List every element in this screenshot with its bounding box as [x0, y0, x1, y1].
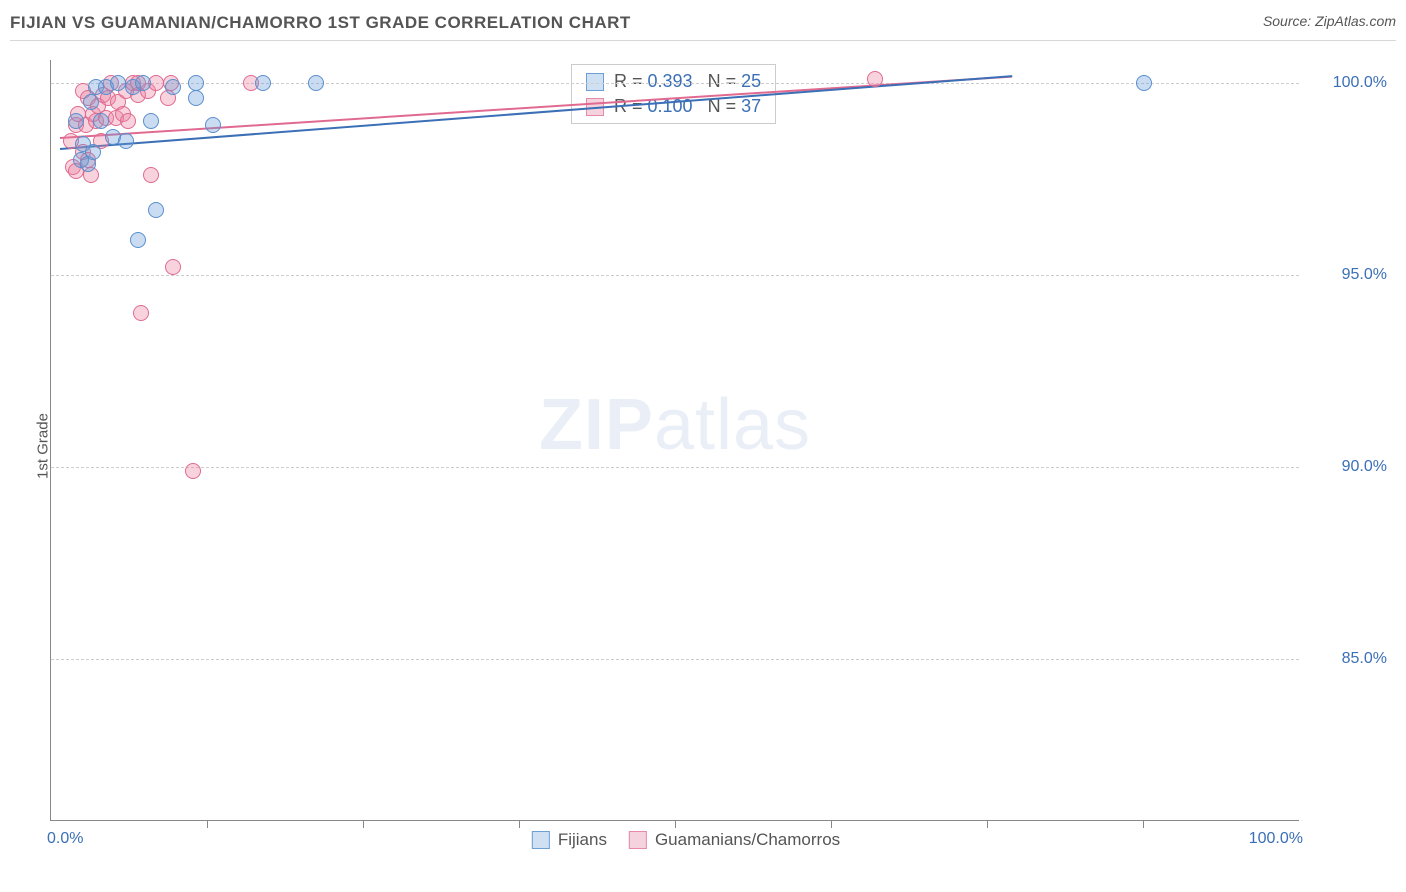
grid-line	[51, 467, 1299, 468]
data-point	[148, 202, 164, 218]
data-point	[110, 75, 126, 91]
series-legend: Fijians Guamanians/Chamorros	[510, 830, 840, 850]
data-point	[143, 113, 159, 129]
chart-header: FIJIAN VS GUAMANIAN/CHAMORRO 1ST GRADE C…	[10, 8, 1396, 41]
y-axis-label: 1st Grade	[34, 413, 51, 479]
y-tick-label: 100.0%	[1307, 74, 1387, 92]
data-point	[143, 167, 159, 183]
data-point	[93, 113, 109, 129]
y-tick-label: 90.0%	[1307, 458, 1387, 476]
y-tick-label: 95.0%	[1307, 266, 1387, 284]
data-point	[130, 232, 146, 248]
data-point	[133, 305, 149, 321]
data-point	[1136, 75, 1152, 91]
grid-line	[51, 275, 1299, 276]
x-tick	[1143, 820, 1144, 828]
y-tick-label: 85.0%	[1307, 650, 1387, 668]
chart-title: FIJIAN VS GUAMANIAN/CHAMORRO 1ST GRADE C…	[10, 13, 631, 33]
data-point	[188, 90, 204, 106]
data-point	[83, 94, 99, 110]
x-axis-min-label: 0.0%	[47, 830, 83, 848]
x-axis-max-label: 100.0%	[1249, 830, 1303, 848]
legend-label: Fijians	[558, 830, 607, 850]
x-tick	[363, 820, 364, 828]
watermark: ZIPatlas	[539, 384, 811, 466]
data-point	[255, 75, 271, 91]
legend-swatch	[629, 831, 647, 849]
data-point	[165, 79, 181, 95]
chart-source: Source: ZipAtlas.com	[1263, 13, 1396, 29]
grid-line	[51, 83, 1299, 84]
legend-swatch	[532, 831, 550, 849]
data-point	[85, 144, 101, 160]
x-tick	[675, 820, 676, 828]
data-point	[118, 133, 134, 149]
x-tick	[987, 820, 988, 828]
x-tick	[519, 820, 520, 828]
data-point	[185, 463, 201, 479]
data-point	[205, 117, 221, 133]
data-point	[308, 75, 324, 91]
data-point	[120, 113, 136, 129]
data-point	[188, 75, 204, 91]
grid-line	[51, 659, 1299, 660]
legend-label: Guamanians/Chamorros	[655, 830, 840, 850]
legend-row: R = 0.393 N = 25	[572, 69, 775, 94]
data-point	[135, 75, 151, 91]
data-point	[68, 113, 84, 129]
x-tick	[831, 820, 832, 828]
data-point	[165, 259, 181, 275]
x-tick	[207, 820, 208, 828]
chart-plot-area: ZIPatlas R = 0.393 N = 25R = 0.100 N = 3…	[50, 60, 1299, 821]
data-point	[867, 71, 883, 87]
